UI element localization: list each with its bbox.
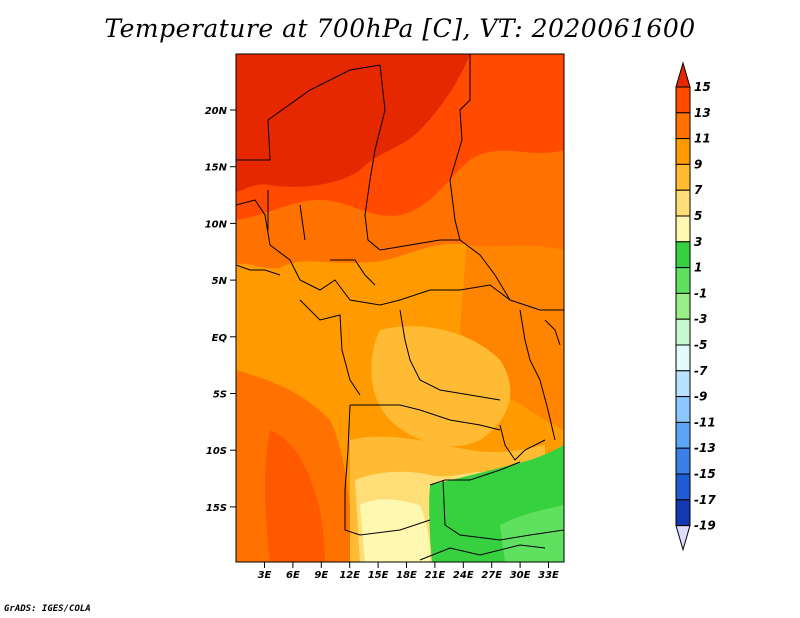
field-region-central-9 — [371, 326, 511, 447]
colorbar-label: -19 — [694, 519, 716, 533]
lat-label: 10S — [206, 446, 227, 457]
lat-label: 5N — [212, 276, 228, 287]
lon-label: 30E — [510, 570, 531, 581]
credit-text: GrADS: IGES/COLA — [4, 604, 91, 614]
lat-label: 5S — [213, 390, 227, 401]
colorbar-label: -3 — [694, 312, 707, 326]
colorbar-label: 9 — [694, 157, 702, 171]
colorbar-label: 5 — [694, 209, 702, 223]
lon-label: 12E — [339, 570, 360, 581]
colorbar-over-triangle — [675, 61, 691, 88]
field-region-15b — [236, 54, 470, 192]
colorbar-segment — [675, 189, 691, 217]
colorbar-label: 15 — [694, 80, 711, 94]
colorbar-label: 3 — [694, 235, 702, 249]
colorbar-label: -13 — [694, 441, 716, 455]
lat-label: 10N — [205, 219, 228, 230]
lat-label: EQ — [212, 333, 228, 344]
colorbar-segment — [675, 370, 691, 398]
colorbar-label: -11 — [694, 415, 716, 429]
longitude-axis: 3E 6E 9E 12E 15E 18E 21E 24E 27E 30E 33E — [258, 562, 559, 581]
colorbar-segment — [675, 241, 691, 269]
colorbar-segment — [675, 112, 691, 140]
colorbar-segment — [675, 344, 691, 372]
colorbar: 15 13 11 9 7 5 3 1 -1 -3 -5 -7 -9 -11 -13 -15 -17 -19 — [675, 61, 716, 552]
colorbar-segment — [675, 138, 691, 165]
colorbar-segment — [675, 267, 691, 294]
colorbar-segment — [675, 447, 691, 475]
colorbar-label: -9 — [694, 390, 707, 404]
map-frame — [235, 53, 565, 563]
colorbar-segment — [675, 499, 691, 527]
lon-label: 33E — [538, 570, 559, 581]
lon-label: 3E — [258, 570, 272, 581]
lon-label: 18E — [396, 570, 417, 581]
colorbar-label: -15 — [694, 467, 716, 481]
lat-label: 20N — [205, 106, 228, 117]
colorbar-label: 7 — [694, 183, 703, 197]
country-borders — [236, 54, 564, 561]
lat-label: 15N — [205, 163, 228, 174]
colorbar-label: 11 — [694, 132, 711, 146]
colorbar-under-triangle — [675, 525, 691, 552]
colorbar-segment — [675, 215, 691, 243]
lon-label: 24E — [453, 570, 474, 581]
temperature-field — [236, 54, 564, 562]
field-region-green-m1 — [500, 505, 564, 562]
colorbar-segment — [675, 421, 691, 449]
colorbar-label: -7 — [694, 364, 708, 378]
colorbar-label: 1 — [694, 261, 702, 275]
colorbar-label: -5 — [694, 338, 707, 352]
colorbar-segment — [675, 473, 691, 501]
field-region-sw-15 — [265, 430, 325, 562]
colorbar-segment — [675, 86, 691, 114]
colorbar-segment — [675, 396, 691, 423]
lon-label: 27E — [481, 570, 502, 581]
colorbar-segment — [675, 292, 691, 320]
lon-label: 15E — [368, 570, 389, 581]
lon-label: 9E — [314, 570, 328, 581]
colorbar-label: 13 — [694, 106, 711, 120]
map-title: Temperature at 700hPa [C], VT: 202006160… — [104, 14, 696, 43]
colorbar-segment — [675, 318, 691, 346]
colorbar-label: -1 — [694, 286, 707, 300]
colorbar-label: -17 — [694, 493, 716, 507]
colorbar-segment — [675, 163, 691, 191]
latitude-axis: 20N 15N 10N 5N EQ 5S 10S 15S — [205, 106, 236, 514]
lon-label: 6E — [286, 570, 300, 581]
lat-label: 15S — [206, 503, 227, 514]
lon-label: 21E — [425, 570, 446, 581]
